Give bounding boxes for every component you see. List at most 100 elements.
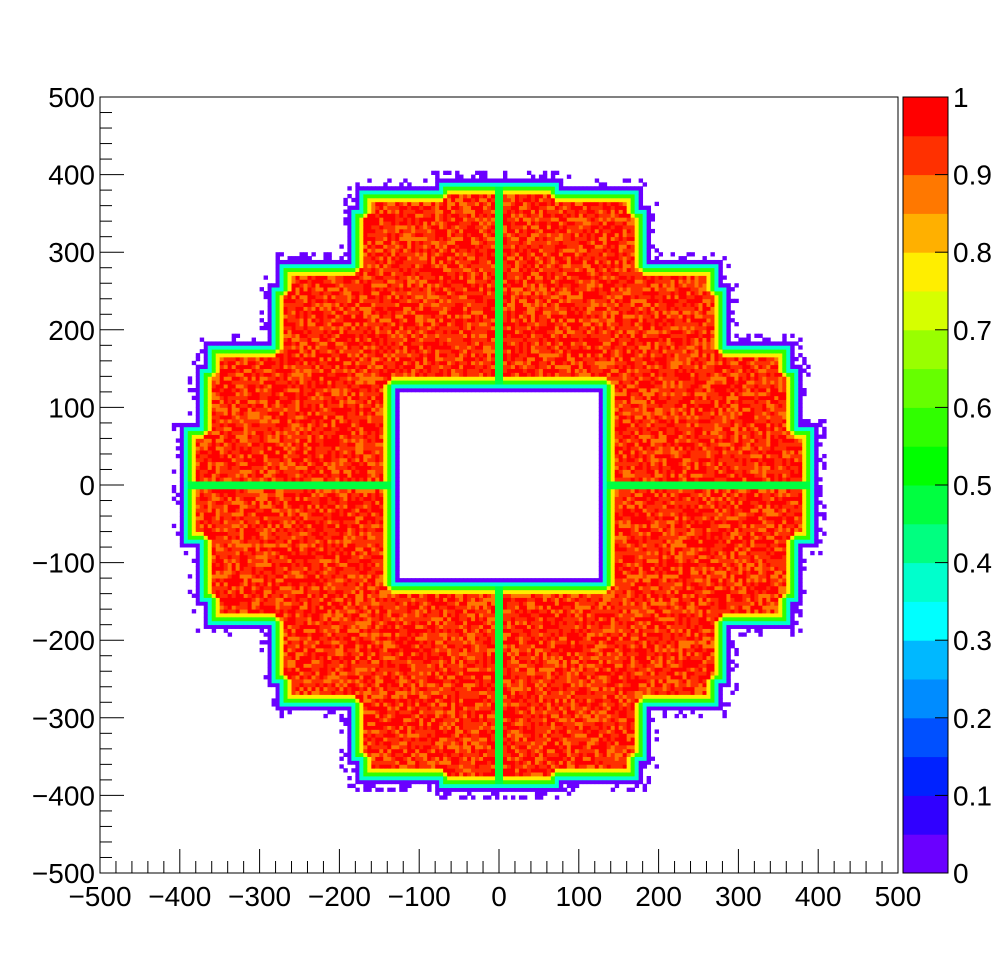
- heatmap-cell: [288, 404, 292, 408]
- heatmap-cell: [252, 353, 256, 357]
- heatmap-cell: [236, 349, 240, 353]
- heatmap-cell: [184, 466, 188, 470]
- heatmap-cell: [284, 640, 288, 644]
- heatmap-cell: [268, 334, 272, 338]
- heatmap-cell: [192, 493, 196, 497]
- heatmap-cell: [268, 632, 272, 636]
- heatmap-cell: [288, 256, 292, 260]
- heatmap-cell: [212, 516, 216, 520]
- heatmap-cell: [220, 446, 224, 450]
- heatmap-cell: [296, 380, 300, 384]
- heatmap-cell: [284, 648, 288, 652]
- heatmap-cell: [296, 691, 300, 695]
- heatmap-cell: [236, 574, 240, 578]
- heatmap-cell: [248, 481, 252, 485]
- heatmap-cell: [268, 303, 272, 307]
- heatmap-cell: [192, 388, 196, 392]
- heatmap-cell: [288, 485, 292, 489]
- heatmap-cell: [184, 435, 188, 439]
- heatmap-cell: [196, 404, 200, 408]
- heatmap-cell: [204, 489, 208, 493]
- heatmap-cell: [288, 361, 292, 365]
- heatmap-cell: [220, 574, 224, 578]
- heatmap-cell: [272, 338, 276, 342]
- heatmap-cell: [232, 466, 236, 470]
- heatmap-cell: [292, 493, 296, 497]
- heatmap-cell: [288, 652, 292, 656]
- heatmap-cell: [276, 376, 280, 380]
- heatmap-cell: [272, 326, 276, 330]
- heatmap-cell: [216, 407, 220, 411]
- heatmap-cell: [216, 411, 220, 415]
- heatmap-cell: [288, 431, 292, 435]
- heatmap-cell: [268, 310, 272, 314]
- heatmap-cell: [240, 524, 244, 528]
- heatmap-cell: [196, 369, 200, 373]
- heatmap-cell: [244, 450, 248, 454]
- heatmap-cell: [276, 380, 280, 384]
- heatmap-cell: [224, 404, 228, 408]
- heatmap-cell: [180, 458, 184, 462]
- heatmap-cell: [232, 547, 236, 551]
- heatmap-cell: [212, 598, 216, 602]
- heatmap-cell: [232, 396, 236, 400]
- heatmap-cell: [296, 520, 300, 524]
- heatmap-cell: [292, 524, 296, 528]
- heatmap-cell: [292, 458, 296, 462]
- heatmap-cell: [288, 481, 292, 485]
- heatmap-cell: [212, 396, 216, 400]
- heatmap-cell: [280, 462, 284, 466]
- heatmap-cell: [220, 423, 224, 427]
- heatmap-cell: [288, 264, 292, 268]
- heatmap-cell: [284, 454, 288, 458]
- heatmap-cell: [212, 532, 216, 536]
- heatmap-cell: [224, 481, 228, 485]
- heatmap-cell: [300, 663, 304, 667]
- heatmap-cell: [292, 683, 296, 687]
- heatmap-cell: [184, 442, 188, 446]
- heatmap-cell: [300, 570, 304, 574]
- heatmap-cell: [260, 516, 264, 520]
- heatmap-cell: [200, 578, 204, 582]
- heatmap-cell: [296, 683, 300, 687]
- heatmap-cell: [272, 617, 276, 621]
- heatmap-cell: [264, 291, 268, 295]
- heatmap-cell: [228, 625, 232, 629]
- heatmap-cell: [224, 516, 228, 520]
- heatmap-cell: [236, 543, 240, 547]
- heatmap-cell: [232, 605, 236, 609]
- heatmap-cell: [188, 485, 192, 489]
- heatmap-cell: [292, 520, 296, 524]
- heatmap-cell: [288, 365, 292, 369]
- heatmap-cell: [280, 667, 284, 671]
- heatmap-cell: [284, 501, 288, 505]
- heatmap-cell: [220, 497, 224, 501]
- heatmap-cell: [252, 372, 256, 376]
- heatmap-cell: [296, 594, 300, 598]
- heatmap-cell: [264, 551, 268, 555]
- heatmap-cell: [196, 396, 200, 400]
- heatmap-cell: [248, 372, 252, 376]
- heatmap-cell: [240, 361, 244, 365]
- heatmap-cell: [276, 361, 280, 365]
- heatmap-cell: [280, 334, 284, 338]
- heatmap-cell: [252, 528, 256, 532]
- heatmap-cell: [288, 683, 292, 687]
- heatmap-cell: [252, 574, 256, 578]
- heatmap-cell: [288, 396, 292, 400]
- heatmap-cell: [292, 376, 296, 380]
- heatmap-cell: [276, 392, 280, 396]
- heatmap-cell: [208, 372, 212, 376]
- heatmap-cell: [256, 384, 260, 388]
- heatmap-cell: [220, 578, 224, 582]
- heatmap-cell: [228, 497, 232, 501]
- heatmap-cell: [216, 621, 220, 625]
- heatmap-cell: [244, 481, 248, 485]
- heatmap-cell: [268, 446, 272, 450]
- heatmap-cell: [292, 555, 296, 559]
- heatmap-cell: [292, 559, 296, 563]
- heatmap-cell: [204, 446, 208, 450]
- heatmap-cell: [240, 598, 244, 602]
- heatmap-cell: [260, 629, 264, 633]
- heatmap-cell: [180, 423, 184, 427]
